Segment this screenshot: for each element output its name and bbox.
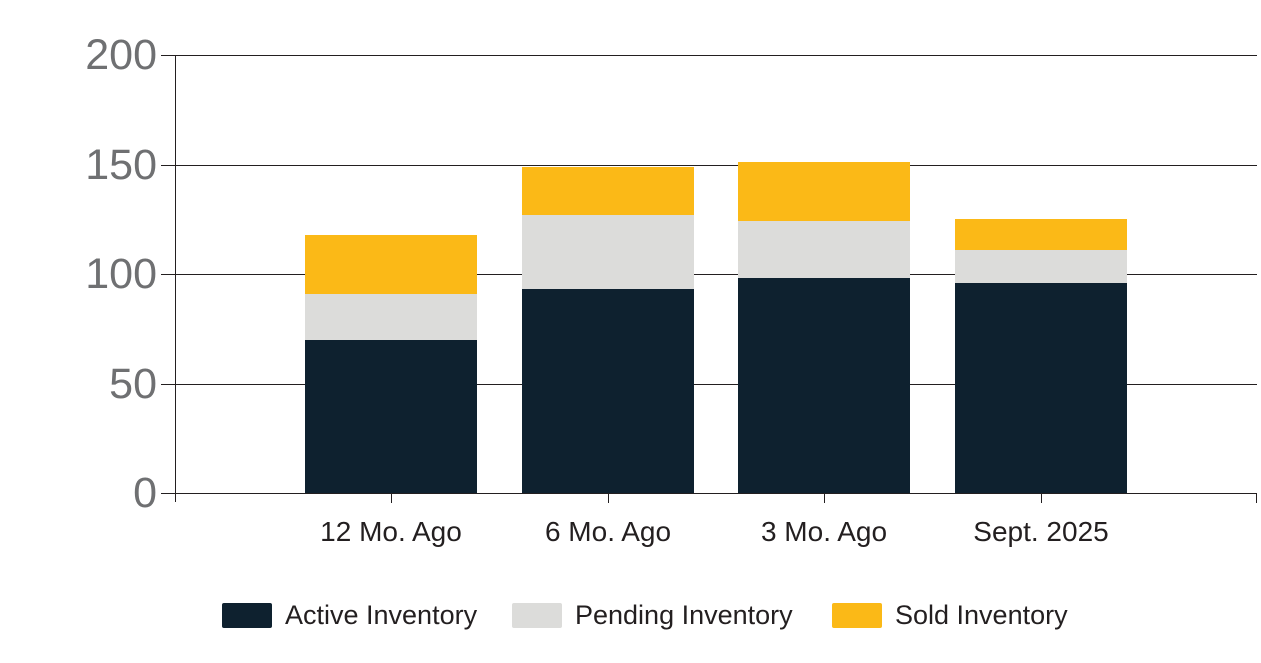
y-axis-tick-0 (161, 493, 175, 494)
gridline-150 (175, 165, 1257, 166)
legend-item-pending-inventory: Pending Inventory (512, 602, 793, 629)
gridline-0 (175, 493, 1257, 494)
legend-item-sold-inventory: Sold Inventory (832, 602, 1068, 629)
y-axis-label-150: 150 (85, 141, 157, 189)
x-axis-tick-4 (1041, 493, 1042, 503)
bar-1-segment-pending-inventory (305, 294, 477, 340)
x-axis-right-tick (1256, 493, 1257, 503)
y-axis-label-0: 0 (133, 469, 157, 517)
bar-4-segment-pending-inventory (955, 250, 1127, 283)
x-axis-tick-1 (391, 493, 392, 503)
bar-1-segment-sold-inventory (305, 235, 477, 294)
y-axis-tick-150 (161, 165, 175, 166)
x-axis-tick-3 (824, 493, 825, 503)
bar-2-segment-sold-inventory (522, 167, 694, 215)
legend-label: Pending Inventory (575, 600, 793, 630)
legend-label: Active Inventory (285, 600, 478, 630)
y-axis-tick-200 (161, 55, 175, 56)
gridline-50 (175, 384, 1257, 385)
y-axis-tick-100 (161, 274, 175, 275)
legend-swatch-icon (832, 603, 882, 628)
x-axis-label-2: 6 Mo. Ago (544, 516, 672, 547)
y-axis-tick-50 (161, 384, 175, 385)
y-axis-label-200: 200 (85, 31, 157, 79)
y-axis-line (175, 55, 176, 502)
legend-item-active-inventory: Active Inventory (222, 602, 477, 629)
y-axis-label-50: 50 (109, 360, 157, 408)
legend-swatch-icon (512, 603, 562, 628)
bar-1-segment-active-inventory (305, 340, 477, 493)
x-axis-tick-2 (608, 493, 609, 503)
legend-label: Sold Inventory (895, 600, 1068, 630)
x-axis-label-1: 12 Mo. Ago (320, 516, 462, 547)
x-axis-label-4: Sept. 2025 (973, 516, 1109, 547)
bar-2-segment-pending-inventory (522, 215, 694, 289)
gridline-200 (175, 55, 1257, 56)
gridline-100 (175, 274, 1257, 275)
legend-swatch-icon (222, 603, 272, 628)
bar-3-segment-sold-inventory (738, 162, 910, 221)
x-axis-label-3: 3 Mo. Ago (760, 516, 888, 547)
bar-4-segment-sold-inventory (955, 219, 1127, 250)
y-axis-label-100: 100 (85, 250, 157, 298)
bar-3-segment-pending-inventory (738, 221, 910, 278)
bar-3-segment-active-inventory (738, 278, 910, 493)
bar-4-segment-active-inventory (955, 283, 1127, 493)
bar-2-segment-active-inventory (522, 289, 694, 493)
